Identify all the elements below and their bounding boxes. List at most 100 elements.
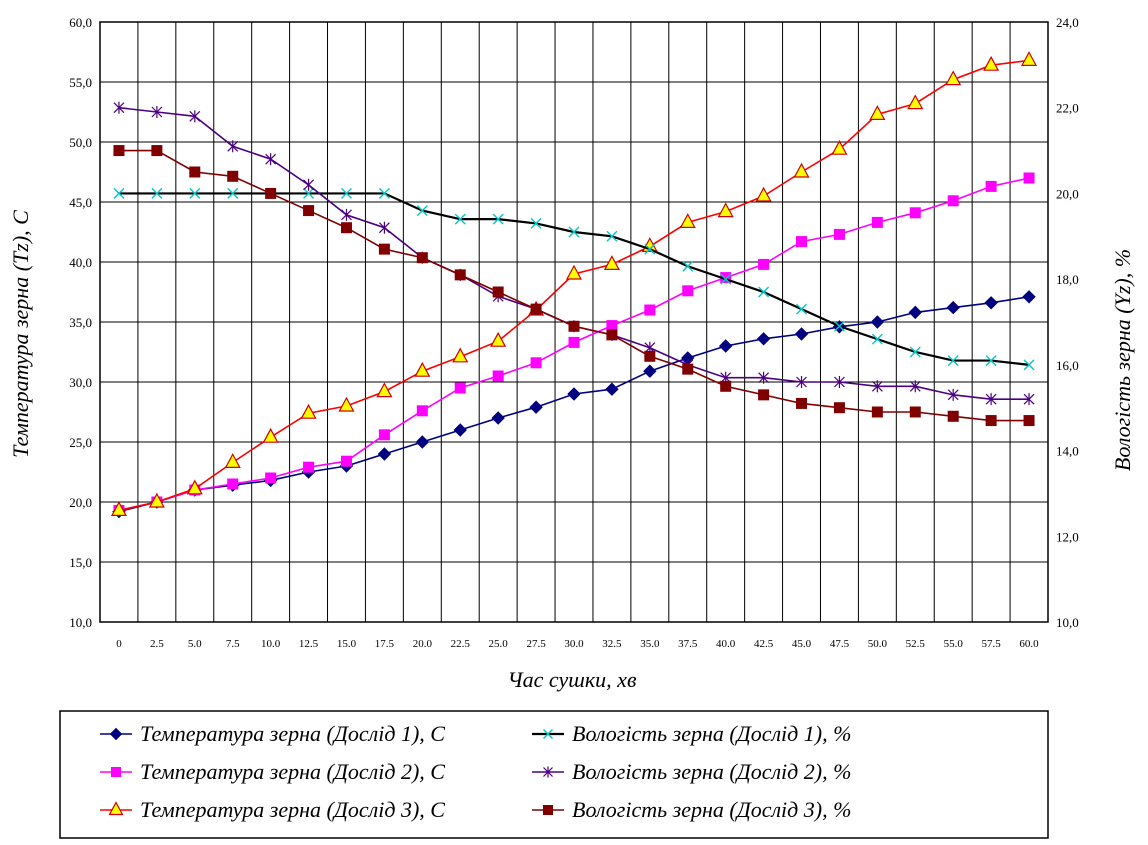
- marker-stroke: [227, 187, 239, 199]
- data-point-marker: [376, 382, 393, 398]
- legend-item: Вологість зерна (Дослід 3), %: [532, 797, 851, 822]
- x-tick-label: 45.0: [792, 638, 812, 650]
- data-point-marker: [454, 213, 466, 225]
- data-point-marker: [113, 187, 125, 199]
- data-point-marker: [718, 339, 733, 353]
- data-point-marker: [833, 320, 845, 332]
- x-tick-label: 7.5: [226, 638, 240, 650]
- x-tick-label: 37.5: [678, 638, 698, 650]
- y2-tick-label: 20,0: [1056, 186, 1079, 201]
- data-point-marker: [870, 315, 885, 329]
- data-point-marker: [869, 105, 886, 121]
- data-point-marker: [110, 501, 127, 517]
- data-point-marker: [340, 222, 352, 234]
- marker-stroke: [151, 187, 163, 199]
- y-tick-label: 10,0: [69, 615, 92, 630]
- data-point-marker: [151, 187, 163, 199]
- data-point-marker: [985, 415, 997, 427]
- data-point-marker: [756, 332, 771, 346]
- legend-item: Вологість зерна (Дослід 2), %: [532, 759, 851, 784]
- legend-box: [59, 710, 1049, 839]
- marker-stroke: [644, 243, 656, 255]
- legend: Температура зерна (Дослід 1), С Вологість…: [100, 721, 851, 822]
- data-point-marker: [796, 376, 807, 388]
- marker-stroke: [985, 355, 997, 367]
- y-tick-label: 50,0: [69, 135, 92, 150]
- data-point-marker: [833, 402, 845, 414]
- x-tick-label: 5.0: [188, 638, 202, 650]
- marker-stroke: [833, 320, 845, 332]
- data-point-marker: [300, 403, 317, 419]
- data-point-marker: [606, 329, 618, 341]
- x-tick-label: 47.5: [830, 638, 850, 650]
- data-point-marker: [1023, 393, 1035, 406]
- data-point-marker: [679, 213, 696, 228]
- marker-stroke: [543, 729, 553, 739]
- data-point-marker: [947, 410, 959, 422]
- data-point-marker: [794, 327, 809, 341]
- data-point-marker: [793, 162, 810, 178]
- data-point-marker: [189, 187, 201, 199]
- data-point-marker: [151, 106, 163, 118]
- x-tick-label: 32.5: [602, 638, 622, 650]
- data-point-marker: [148, 492, 165, 508]
- data-point-marker: [303, 178, 314, 191]
- data-point-marker: [262, 427, 279, 443]
- y2-tick-label: 12,0: [1056, 529, 1079, 544]
- data-point-marker: [416, 205, 428, 217]
- marker-stroke: [758, 286, 770, 298]
- series-6: [113, 145, 1035, 427]
- x-tick-label: 15.0: [337, 638, 357, 650]
- series-line: [118, 59, 1030, 512]
- marker-stroke: [113, 187, 125, 199]
- marker-stroke: [189, 187, 201, 199]
- data-point-marker: [543, 805, 553, 815]
- data-point-marker: [341, 208, 352, 221]
- data-point-marker: [491, 411, 505, 425]
- data-point-marker: [871, 406, 883, 418]
- marker-stroke: [454, 213, 466, 225]
- data-point-marker: [796, 236, 808, 248]
- data-point-marker: [338, 396, 355, 412]
- x-axis-title: Час сушки, хв: [507, 667, 636, 692]
- data-point-marker: [871, 380, 883, 393]
- data-point-marker: [755, 186, 772, 202]
- x-tick-label: 30.0: [564, 638, 584, 650]
- marker-stroke: [303, 187, 315, 199]
- data-point-marker: [265, 187, 277, 199]
- data-point-marker: [378, 429, 390, 441]
- x-tick-label: 57.5: [981, 638, 1001, 650]
- data-point-marker: [492, 213, 504, 225]
- y2-tick-label: 18,0: [1056, 272, 1079, 287]
- data-point-marker: [909, 207, 921, 219]
- data-point-marker: [947, 388, 959, 401]
- legend-item: Вологість зерна (Дослід 1), %: [532, 721, 851, 746]
- data-point-marker: [643, 364, 657, 378]
- data-point-marker: [303, 205, 315, 217]
- data-point-marker: [452, 347, 469, 363]
- data-point-marker: [492, 370, 504, 382]
- marker-stroke: [1023, 359, 1035, 371]
- data-point-marker: [606, 230, 618, 242]
- data-point-marker: [720, 273, 732, 285]
- data-point-marker: [796, 303, 808, 315]
- data-point-marker: [1023, 172, 1035, 184]
- x-tick-label: 20.0: [413, 638, 433, 650]
- data-point-marker: [227, 478, 239, 490]
- y-tick-label: 60,0: [69, 15, 92, 30]
- data-point-marker: [758, 389, 770, 401]
- data-point-marker: [605, 382, 619, 396]
- y2-axis-title: Вологість зерна (Yz), %: [1110, 249, 1135, 471]
- y2-tick-label: 10,0: [1056, 615, 1079, 630]
- x-tick-label: 12.5: [299, 638, 319, 650]
- y-tick-label: 15,0: [69, 555, 92, 570]
- series-3: [110, 51, 1038, 517]
- data-point-marker: [946, 300, 960, 315]
- marker-stroke: [492, 213, 504, 225]
- data-point-marker: [871, 333, 883, 345]
- marker-stroke: [530, 217, 542, 229]
- data-point-marker: [871, 216, 883, 228]
- data-point-marker: [111, 767, 121, 777]
- data-point-marker: [265, 472, 277, 484]
- data-point-marker: [947, 195, 959, 207]
